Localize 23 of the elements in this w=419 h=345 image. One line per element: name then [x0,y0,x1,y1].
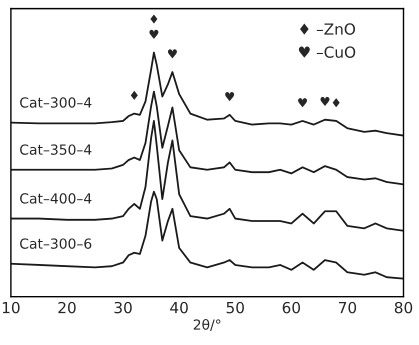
annotation: ♥ [225,92,234,102]
annotation: ♥ [320,96,330,106]
x-tick-label: 40 [170,302,188,314]
x-tick-label: 80 [394,302,412,314]
series-label: Cat–300–4 [20,97,92,108]
annotation: ♥ [168,49,177,58]
series-label: Cat–400–4 [20,193,92,204]
x-axis-title: 2θ/° [194,319,220,331]
x-tick-label: 60 [282,302,300,314]
text: ♦ –ZnO [300,23,355,35]
x-tick-label: 30 [114,302,132,314]
annotation: ♦ [130,90,138,100]
annotation: ♦ [332,98,340,108]
annotation: ♥ [149,30,158,39]
x-tick-label: 10 [2,302,20,314]
annotation: ♦ [150,14,158,24]
x-tick-label: 50 [226,302,244,314]
series-label: Cat–300–6 [20,238,92,249]
annotation: ♥ –CuO [298,46,356,58]
series-label: Cat–350–4 [20,144,92,155]
annotation: ♥ [298,98,308,108]
x-tick-label: 20 [58,302,76,314]
x-tick-label: 70 [338,302,356,314]
